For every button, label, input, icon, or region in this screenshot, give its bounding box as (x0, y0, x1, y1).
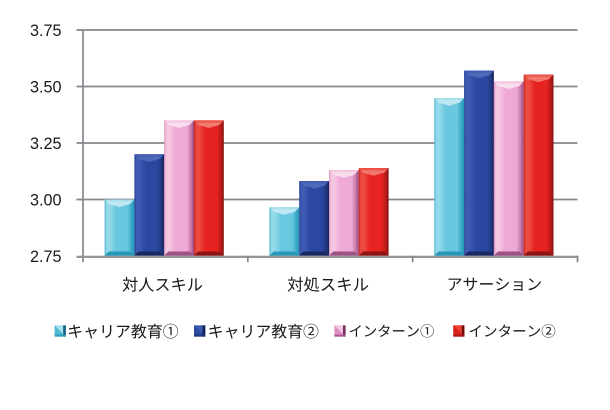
svg-text:2.75: 2.75 (30, 248, 62, 266)
svg-text:3.00: 3.00 (30, 191, 62, 209)
svg-text:3.75: 3.75 (30, 22, 62, 40)
svg-text:3.25: 3.25 (30, 135, 62, 153)
svg-text:3.50: 3.50 (30, 78, 62, 96)
